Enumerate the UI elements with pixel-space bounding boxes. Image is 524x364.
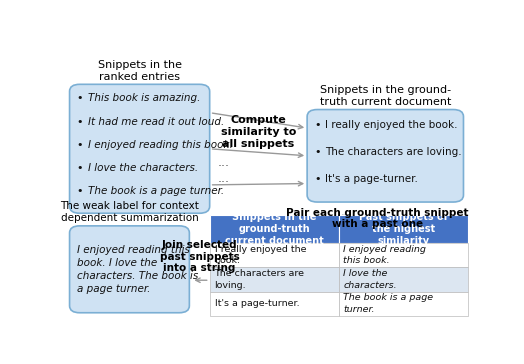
Text: •: • [77,116,83,127]
FancyBboxPatch shape [307,110,463,202]
Text: Past snippets of
the highest
similarity: Past snippets of the highest similarity [358,211,447,246]
FancyBboxPatch shape [70,84,210,213]
Text: I love the
characters.: I love the characters. [343,269,397,289]
Text: I enjoyed reading
this book.: I enjoyed reading this book. [343,245,427,265]
FancyBboxPatch shape [210,292,339,316]
Text: It's a page-turner.: It's a page-turner. [325,174,418,184]
Text: Snippets in the ground-
truth current document: Snippets in the ground- truth current do… [320,85,451,107]
Text: It had me read it out loud.: It had me read it out loud. [88,116,224,127]
Text: ...: ... [218,157,230,170]
Text: The book is a page turner.: The book is a page turner. [88,186,224,196]
Text: I enjoyed reading this
book. I love the
characters. The book is
a page turner.: I enjoyed reading this book. I love the … [77,245,198,294]
Text: Compute
similarity to
all snippets: Compute similarity to all snippets [221,115,296,149]
Text: Snippets in the
ranked entries: Snippets in the ranked entries [97,60,182,82]
FancyBboxPatch shape [210,244,339,268]
FancyBboxPatch shape [339,268,467,292]
Text: I really enjoyed the book.: I really enjoyed the book. [325,120,458,130]
FancyBboxPatch shape [210,215,339,244]
FancyBboxPatch shape [339,244,467,268]
Text: •: • [77,93,83,103]
Text: I love the characters.: I love the characters. [88,163,198,173]
Text: The weak label for context
dependent summarization: The weak label for context dependent sum… [60,201,199,223]
FancyBboxPatch shape [70,226,189,313]
Text: The characters are loving.: The characters are loving. [325,147,462,157]
Text: •: • [77,186,83,196]
Text: Pair each ground-truth snippet
with a past one: Pair each ground-truth snippet with a pa… [286,207,469,229]
FancyBboxPatch shape [339,215,467,244]
Text: Snippets in the
ground-truth
current document: Snippets in the ground-truth current doc… [225,211,323,246]
FancyBboxPatch shape [210,268,339,292]
Text: •: • [77,140,83,150]
Text: •: • [314,120,321,130]
Text: The characters are
loving.: The characters are loving. [214,269,304,289]
Text: I enjoyed reading this book.: I enjoyed reading this book. [88,140,233,150]
Text: This book is amazing.: This book is amazing. [88,93,200,103]
FancyBboxPatch shape [339,292,467,316]
Text: •: • [77,163,83,173]
Text: Join selected
past snippets
into a string: Join selected past snippets into a strin… [160,240,239,273]
Text: ...: ... [218,172,230,185]
Text: The book is a page
turner.: The book is a page turner. [343,293,433,313]
Text: •: • [314,147,321,157]
Text: It's a page-turner.: It's a page-turner. [214,299,299,308]
Text: •: • [314,174,321,184]
Text: I really enjoyed the
book.: I really enjoyed the book. [214,245,306,265]
